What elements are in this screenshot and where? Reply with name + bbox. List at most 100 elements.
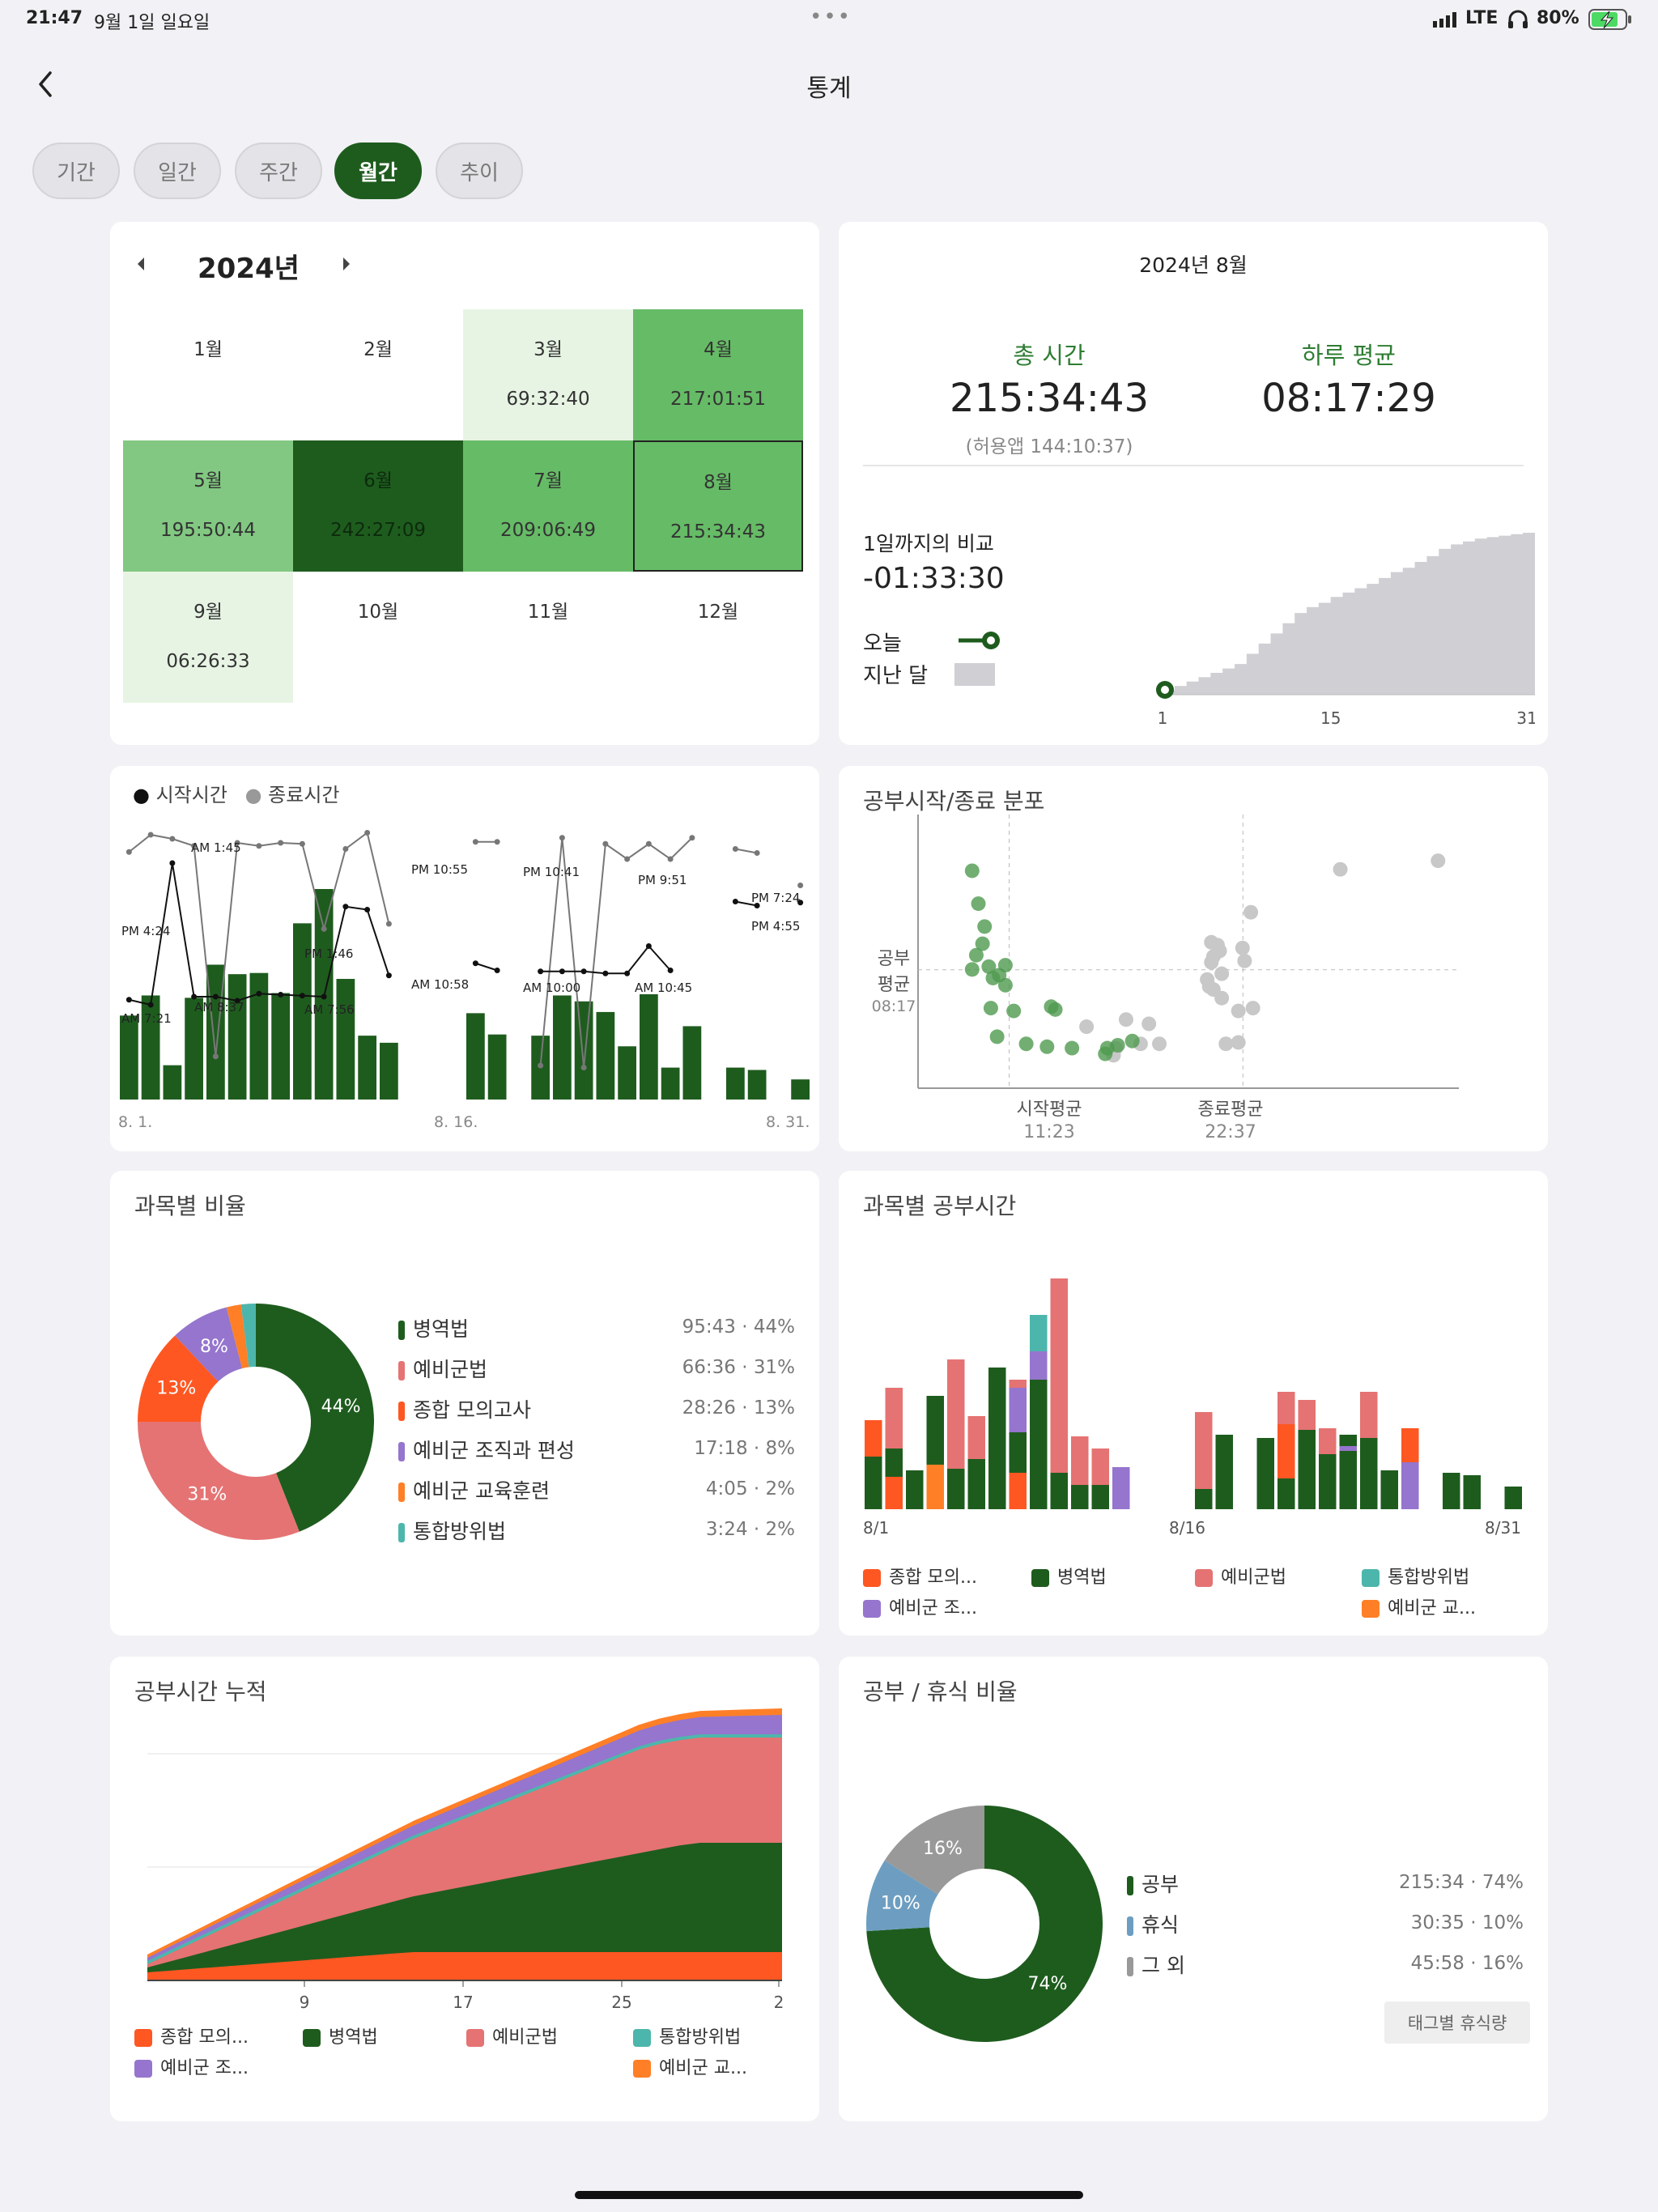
legend-last-label: 지난 달 [863, 664, 929, 688]
month-label: 9월 [193, 602, 223, 623]
legend-swatch [134, 2060, 152, 2078]
y-axis-avg-value: 08:17 [871, 998, 916, 1015]
tab-trend[interactable]: 추이 [436, 143, 523, 199]
legend-name: 예비군 교육훈련 [413, 1479, 550, 1503]
month-label: 2월 [363, 339, 393, 360]
legend-name: 통합방위법 [659, 2027, 742, 2048]
month-cell[interactable]: 6월 242:27:09 [293, 440, 463, 572]
legend-item: 예비군 교... [1362, 1593, 1476, 1619]
month-cell[interactable]: 5월 195:50:44 [123, 440, 293, 572]
month-cell[interactable]: 7월 209:06:49 [463, 440, 633, 572]
legend-today-label: 오늘 [863, 632, 902, 656]
start-point [964, 863, 980, 878]
legend-name: 공부 [1141, 1873, 1180, 1896]
start-point [968, 947, 984, 963]
month-cell[interactable]: 2월 [293, 309, 463, 440]
legend-name: 예비군 조직과 편성 [413, 1439, 575, 1462]
distribution-card: 공부시작/종료 분포 공부 평균 08:17 시작평균 11:23 종료평균 2… [839, 766, 1548, 1151]
compare-label: 1일까지의 비교 [863, 532, 994, 555]
legend-name: 예비군 조... [889, 1598, 977, 1619]
tab-weekly[interactable]: 주간 [235, 143, 322, 199]
start-end-distribution-chart [917, 815, 1459, 1089]
legend-name: 병역법 [329, 2027, 378, 2048]
day-bar [336, 979, 355, 1100]
stacked-bar-segment [1030, 1315, 1048, 1351]
legend-value: 95:43 · 44% [682, 1317, 795, 1338]
month-label: 8월 [704, 472, 733, 493]
multitask-dots[interactable]: ••• [810, 5, 852, 29]
month-cell[interactable]: 9월 06:26:33 [123, 572, 293, 703]
month-total: 69:32:40 [506, 389, 590, 410]
month-cell[interactable]: 4월 217:01:51 [633, 309, 803, 440]
cumulative-area-chart: 9 17 25 2 [147, 1708, 784, 2012]
next-year-button[interactable] [340, 254, 353, 277]
time-annotation: AM 10:58 [411, 977, 469, 992]
donut-slice [226, 1304, 249, 1369]
legend-name: 그 외 [1141, 1954, 1185, 1977]
legend-swatch [134, 2029, 152, 2047]
month-cell[interactable]: 8월 215:34:43 [633, 440, 803, 572]
stacked-bar-segment [1278, 1392, 1295, 1424]
day-bar [747, 1070, 767, 1100]
tab-daily[interactable]: 일간 [134, 143, 221, 199]
end-average-label: 종료평균 [1197, 1100, 1264, 1120]
legend-swatch [1195, 1569, 1213, 1587]
month-cell[interactable]: 11월 [463, 572, 633, 703]
month-cell[interactable]: 1월 [123, 309, 293, 440]
month-cell[interactable]: 3월 69:32:40 [463, 309, 633, 440]
stacked-bar-segment [1009, 1432, 1027, 1473]
legend-value: 66:36 · 31% [682, 1357, 795, 1378]
month-label: 7월 [534, 470, 563, 491]
month-label: 3월 [534, 339, 563, 360]
legend-item: 병역법 [398, 1313, 469, 1342]
tab-monthly[interactable]: 월간 [334, 143, 422, 199]
legend-start-label: 시작시간 [155, 784, 227, 806]
donut-slice [866, 1860, 938, 1932]
legend-name: 예비군 조... [160, 2058, 249, 2078]
stacked-bar-segment [1256, 1438, 1274, 1509]
donut-slice [138, 1422, 300, 1540]
today-marker-center [1161, 686, 1169, 694]
legend-item: 통합방위법 [398, 1516, 506, 1545]
cumulative-card: 공부시간 누적 9 17 25 2 종합 모의... 병역법 예비군법 통합방위법 예비군 조… [110, 1657, 819, 2121]
stacked-bar-segment [1009, 1380, 1027, 1388]
legend-name: 예비군법 [1221, 1568, 1286, 1588]
month-summary-card: 2024년 8월 총 시간 215:34:43 (허용앱 144:10:37) … [839, 222, 1548, 745]
prev-year-button[interactable] [134, 254, 147, 277]
home-indicator[interactable] [575, 2191, 1083, 2199]
battery-percent: 80% [1537, 8, 1579, 28]
end-point [1245, 1001, 1261, 1016]
cumulative-area [147, 1952, 782, 1980]
legend-item: 그 외 [1127, 1950, 1185, 1979]
legend-item: 휴식 [1127, 1909, 1179, 1938]
month-cell[interactable]: 10월 [293, 572, 463, 703]
month-label: 11월 [527, 602, 569, 623]
start-point [981, 959, 997, 974]
legend-swatch [863, 1569, 881, 1587]
stacked-bar-segment [1298, 1430, 1316, 1509]
y-axis-label-1: 공부 [877, 949, 911, 969]
donut-slice [138, 1335, 219, 1422]
x-axis-label: 17 [453, 1993, 473, 2012]
tab-period[interactable]: 기간 [32, 143, 120, 199]
x-tick-label: 15 [1320, 708, 1341, 728]
end-point [1244, 904, 1259, 920]
stacked-bar-segment [1319, 1454, 1337, 1509]
back-button[interactable] [31, 68, 63, 100]
legend-swatch [633, 2060, 651, 2078]
start-point [1065, 1040, 1080, 1056]
x-axis-label: 8. 16. [434, 1113, 478, 1131]
rest-by-tag-button[interactable]: 태그별 휴식량 [1384, 2001, 1530, 2044]
subject-ratio-card: 과목별 비율 44% 31% 13% 8% 병역법 95:43 · 44% 예비군법 66:… [110, 1171, 819, 1636]
legend-swatch [398, 1402, 405, 1421]
stacked-bar-segment [1009, 1473, 1027, 1509]
legend-item: 병역법 [303, 2023, 378, 2048]
start-point [1018, 1036, 1034, 1052]
signal-icon [1433, 11, 1462, 32]
legend-item: 종합 모의... [134, 2023, 249, 2048]
daily-average-label: 하루 평균 [1302, 342, 1396, 369]
end-point [1212, 943, 1227, 959]
month-cell[interactable]: 12월 [633, 572, 803, 703]
start-point [1039, 1039, 1055, 1054]
stacked-bar-segment [1030, 1351, 1048, 1380]
